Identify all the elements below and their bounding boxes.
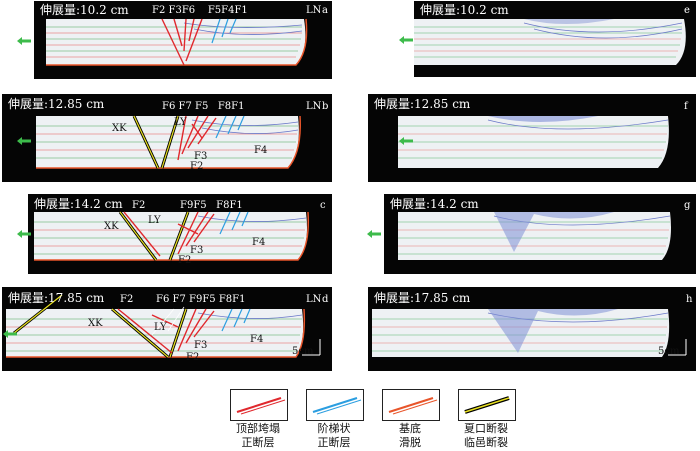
panel-h: 伸展量:17.85 cm h 5cm <box>368 287 696 371</box>
panel-d-f2: F2 <box>186 352 200 363</box>
panel-h-model <box>372 309 687 357</box>
panel-d-letter: d <box>322 294 329 305</box>
panel-e-model <box>414 19 686 65</box>
panel-h-scale: 5cm <box>658 346 680 357</box>
extension-arrow-icon <box>367 230 381 238</box>
panel-d-scale: 5cm <box>292 346 314 357</box>
panel-a-faults: F2 F3F6 F5F4F1 <box>152 6 248 16</box>
panel-f: 伸展量:12.85 cm f <box>368 94 696 182</box>
legend-label: 基底 滑脱 <box>399 422 421 449</box>
fault-label: F7 <box>178 101 192 112</box>
panel-b-model <box>36 115 301 169</box>
fault-label: F7 <box>172 294 186 305</box>
panel-d-model <box>6 293 321 359</box>
fault-label: F3 <box>168 5 182 16</box>
panel-c-faults-right: F9F5 F8F1 <box>180 201 243 211</box>
panel-d-ly: LY <box>154 322 167 333</box>
fault-label: F9 <box>180 200 194 211</box>
panel-c-ly: LY <box>148 215 161 226</box>
panel-g-model <box>398 212 671 260</box>
extension-arrow-icon <box>17 37 31 45</box>
panel-e-letter: e <box>684 5 690 16</box>
panel-d-extension: 伸展量:17.85 cm <box>8 291 105 305</box>
panel-c-faults: F2 <box>132 201 145 211</box>
panel-b-ln: LN <box>306 101 322 112</box>
fault-label: F8 <box>218 294 233 305</box>
panel-b-f3: F3 <box>194 151 208 162</box>
panel-c-f3: F3 <box>190 245 204 256</box>
fault-label: F4 <box>221 5 235 16</box>
panel-e: 伸展量:10.2 cm e <box>414 1 696 77</box>
legend-swatch-xk-ly <box>458 389 516 421</box>
fault-label: F1 <box>232 294 246 305</box>
panel-c-model <box>34 211 310 261</box>
panel-d-f3: F3 <box>194 340 208 351</box>
fault-label: F9 <box>189 294 203 305</box>
panel-d-f4: F4 <box>250 334 264 345</box>
panel-a: 伸展量:10.2 cm F2 F3F6 F5F4F1 LN a <box>34 1 332 79</box>
extension-arrow-icon <box>3 330 17 338</box>
panel-g-extension: 伸展量:14.2 cm <box>390 197 479 211</box>
fault-label: F5 <box>193 200 207 211</box>
panel-b: 伸展量:12.85 cm F6 F7 F5 F8F1 LN b XK LY F3… <box>2 94 332 182</box>
fault-label: F5 <box>207 5 222 16</box>
panel-c-extension: 伸展量:14.2 cm <box>34 197 123 211</box>
extension-arrow-icon <box>399 137 413 145</box>
fault-label: F6 <box>162 101 176 112</box>
fault-label: F6 <box>181 5 196 16</box>
panel-b-extension: 伸展量:12.85 cm <box>8 97 105 111</box>
panel-d-ln: LN <box>306 294 322 305</box>
fault-label: F1 <box>234 5 248 16</box>
panel-a-ln: LN <box>306 5 322 16</box>
extension-arrow-icon <box>17 230 31 238</box>
panel-c-letter: c <box>320 200 326 211</box>
panel-h-extension: 伸展量:17.85 cm <box>374 291 471 305</box>
panel-f-model <box>398 116 669 168</box>
legend-label: 顶部垮塌 正断层 <box>236 422 280 449</box>
fault-label: F5 <box>195 101 209 112</box>
fault-label: F5 <box>202 294 216 305</box>
panel-d-xk: XK <box>88 318 103 329</box>
fault-label: F2 <box>132 200 146 211</box>
legend-label: 夏口断裂 临邑断裂 <box>464 422 508 449</box>
panel-b-faults: F6 F7 F5 F8F1 <box>162 102 244 112</box>
fault-label: F8 <box>216 200 230 211</box>
panel-h-letter: h <box>686 294 693 305</box>
fault-label: F1 <box>229 200 243 211</box>
panel-c-f4: F4 <box>252 237 266 248</box>
panel-c-xk: XK <box>104 221 119 232</box>
extension-arrow-icon <box>17 137 31 145</box>
extension-arrow-icon <box>399 36 413 44</box>
panel-a-extension: 伸展量:10.2 cm <box>40 3 129 17</box>
panel-f-letter: f <box>684 101 688 112</box>
panel-d-faults: F6 F7 F9F5 F8F1 <box>156 295 245 305</box>
panel-b-xk: XK <box>112 123 127 134</box>
legend-label: 阶梯状 正断层 <box>317 422 351 449</box>
legend-swatch-blue-fault <box>306 389 364 421</box>
panel-g: 伸展量:14.2 cm g <box>384 194 696 274</box>
panel-c-f2: F2 <box>178 255 192 266</box>
panel-c: 伸展量:14.2 cm F2 F9F5 F8F1 c XK LY F3 F2 F… <box>28 194 332 274</box>
fault-label: F2 <box>152 5 166 16</box>
legend-swatch-basal <box>382 389 440 421</box>
panel-b-ly: LY <box>174 117 187 128</box>
panel-b-f2: F2 <box>190 161 204 172</box>
fault-label: F8 <box>217 101 232 112</box>
panel-a-letter: a <box>322 5 328 16</box>
panel-b-letter: b <box>322 101 329 112</box>
panel-d: 伸展量:17.85 cm F2 F6 F7 F9F5 F8F1 LN d XK … <box>2 287 332 371</box>
panel-b-f4: F4 <box>254 145 268 156</box>
panel-d-f2-top: F2 <box>120 294 134 305</box>
panel-e-extension: 伸展量:10.2 cm <box>420 3 509 17</box>
panel-g-letter: g <box>684 200 691 211</box>
fault-label: F6 <box>156 294 170 305</box>
fault-label: F1 <box>231 101 245 112</box>
panel-a-model <box>46 18 308 66</box>
panel-f-extension: 伸展量:12.85 cm <box>374 97 471 111</box>
legend-swatch-red-fault <box>230 389 288 421</box>
